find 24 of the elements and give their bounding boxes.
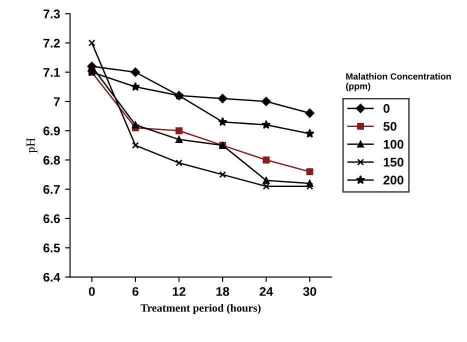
x-tick-label: 18 [216,287,230,296]
y-tick-label: 6.9 [43,126,60,136]
x-tick-label: 6 [132,287,138,296]
x-tick-label: 24 [260,287,274,296]
y-tick-label: 7 [54,97,60,106]
legend-label: 200 [383,176,404,185]
legend-label: 150 [384,158,404,167]
legend-label: 100 [384,140,404,149]
y-tick-label: 6.5 [43,244,60,252]
y-tick-label: 6.8 [43,156,60,165]
y-tick-label: 7.3 [43,9,60,18]
x-tick-label: 30 [303,287,316,296]
legend-label: 0 [384,104,390,113]
legend-title: Malathion Concentration (ppm) [346,73,451,92]
y-tick-label: 6.6 [43,214,60,224]
legend-label: 50 [383,122,396,131]
x-axis-title: Treatment period (hours) [140,304,261,314]
y-tick-label: 7.2 [43,38,60,48]
x-tick-label: 0 [88,287,95,296]
y-tick-label: 7.1 [43,68,60,77]
x-tick-label: 12 [172,287,186,296]
y-axis-title: pH [26,138,38,153]
y-tick-label: 6.4 [43,272,60,282]
y-tick-label: 6.7 [43,185,60,194]
